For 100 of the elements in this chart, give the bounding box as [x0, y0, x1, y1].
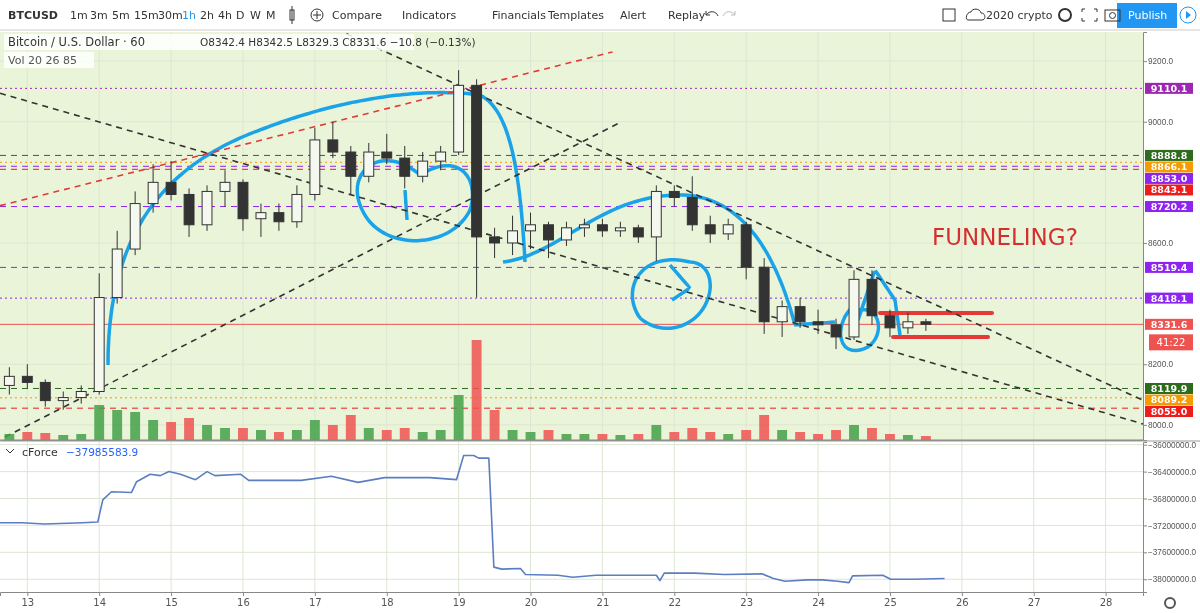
y-tick-label: −38000000.0	[1148, 575, 1197, 585]
x-tick-label: 17	[309, 597, 322, 609]
candlestick	[668, 184, 680, 208]
candlestick	[507, 215, 518, 256]
bar	[867, 428, 877, 440]
bar	[220, 428, 230, 440]
candlestick	[579, 218, 590, 238]
x-tick-label: 26	[955, 597, 969, 609]
candlestick	[902, 312, 914, 335]
text: 1m	[70, 9, 88, 22]
candlestick	[75, 384, 87, 405]
y-tick-label: −37200000.0	[1148, 521, 1197, 531]
text: 5m	[112, 9, 130, 22]
ref-line-label: 8331.6	[1150, 318, 1188, 330]
y-tick-label: 9200.0	[1148, 57, 1174, 67]
candlestick	[165, 160, 177, 202]
text: D	[236, 9, 245, 22]
text: Compare	[332, 9, 383, 22]
bar	[291, 430, 302, 440]
text: 2h	[200, 9, 214, 22]
bar	[112, 410, 123, 440]
text: W	[250, 9, 261, 22]
bar	[489, 410, 500, 440]
bar	[849, 425, 859, 440]
ref-line-label: 8089.2	[1150, 394, 1188, 406]
ref-line-label: 8720.2	[1150, 201, 1188, 213]
x-tick-label: 24	[812, 597, 825, 609]
y-tick-label: −36400000.0	[1148, 467, 1197, 477]
bar	[238, 428, 248, 440]
candlestick	[489, 227, 501, 259]
x-tick-label: 19	[452, 597, 466, 609]
text: BTCUSD	[8, 9, 58, 22]
text: M	[266, 9, 276, 22]
bar	[363, 428, 374, 440]
y-tick-label: −36800000.0	[1148, 494, 1197, 504]
text: 30m	[158, 9, 183, 22]
bar	[471, 340, 482, 440]
y-tick-label: −37600000.0	[1148, 548, 1197, 558]
candlestick	[381, 133, 393, 165]
bar	[759, 415, 770, 440]
x-tick-label: 27	[1027, 597, 1041, 609]
candlestick	[219, 169, 231, 208]
bar	[148, 420, 159, 440]
text: 15m	[134, 9, 159, 22]
candlestick	[543, 221, 554, 259]
bar	[381, 430, 392, 440]
x-tick-label: 20	[524, 597, 538, 609]
bar	[777, 430, 788, 440]
candlestick	[596, 218, 608, 238]
bar	[687, 428, 698, 440]
x-tick-label: 22	[668, 597, 682, 609]
bar	[831, 430, 841, 440]
candlestick	[39, 378, 51, 408]
candlestick	[704, 215, 716, 244]
bar	[94, 405, 105, 440]
y-tick-label: 8600.0	[1148, 239, 1174, 249]
ref-line-label: 8866.1	[1150, 161, 1188, 173]
y-tick-label: 8000.0	[1148, 420, 1174, 430]
candlestick	[812, 309, 824, 335]
ref-line-label: 9110.1	[1150, 82, 1188, 94]
candlestick	[3, 366, 15, 396]
bar	[130, 412, 141, 440]
text: 4h	[218, 9, 232, 22]
candlestick	[417, 151, 429, 183]
bar	[256, 430, 266, 440]
ref-line-label: 8853.0	[1150, 172, 1188, 184]
ref-line-label: 8888.8	[1150, 149, 1188, 161]
x-tick-label: 14	[93, 597, 107, 609]
bar	[327, 425, 338, 440]
bar	[184, 418, 194, 440]
candlestick	[722, 218, 734, 241]
bar	[309, 420, 320, 440]
bar	[399, 428, 410, 440]
ref-line-label: 8119.9	[1150, 383, 1188, 394]
candlestick	[884, 309, 896, 338]
bar	[345, 415, 356, 440]
annotation: FUNNELING?	[932, 224, 1078, 250]
chart-title: cForce	[22, 446, 59, 459]
chart-title: Bitcoin / U.S. Dollar · 60	[8, 35, 145, 49]
candlestick	[273, 203, 285, 232]
chart-title: Vol 20 26 85	[8, 54, 77, 67]
candlestick	[920, 318, 932, 332]
ref-line-label: 8519.4	[1150, 261, 1188, 273]
x-tick-label: 25	[884, 597, 897, 609]
text: 2020 crypto	[986, 9, 1053, 22]
candlestick	[525, 212, 536, 250]
ref-line-label: 8055.0	[1150, 406, 1188, 417]
text: Publish	[1128, 9, 1168, 22]
text: Replay	[668, 9, 706, 22]
text: Templates	[547, 9, 605, 22]
x-tick-label: 13	[21, 597, 35, 609]
candlestick	[435, 145, 447, 171]
candlestick	[561, 221, 572, 247]
ref-line-label: 8418.1	[1150, 292, 1188, 304]
chart-subtitle: −37985583.9	[66, 446, 139, 458]
bar	[166, 422, 177, 440]
text: 1h	[182, 9, 196, 22]
candlestick	[632, 224, 644, 244]
bar	[435, 430, 446, 440]
line-series	[0, 454, 946, 584]
